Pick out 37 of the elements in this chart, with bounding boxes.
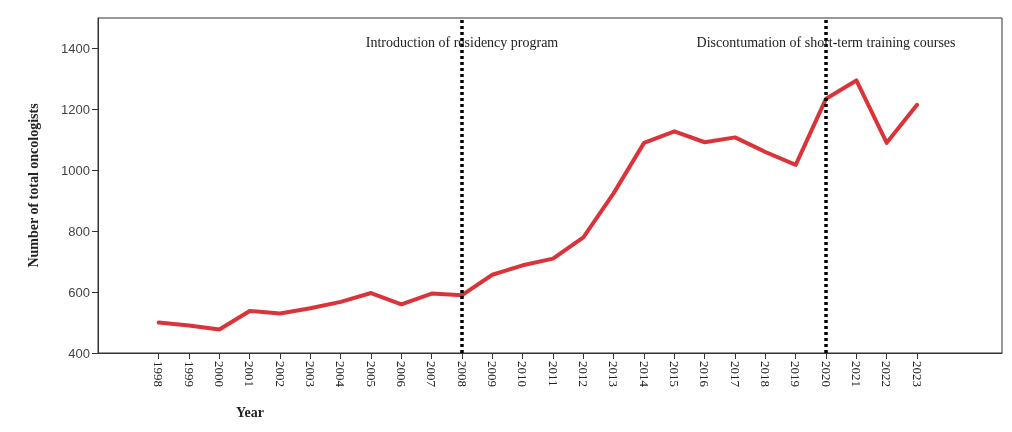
x-tick-label: 1998 xyxy=(151,361,167,387)
x-tick-label: 2002 xyxy=(272,361,288,387)
x-tick-label: 2013 xyxy=(606,361,622,387)
x-tick-label: 2011 xyxy=(545,361,561,387)
x-tick-label: 2015 xyxy=(666,361,682,387)
x-tick-label: 2021 xyxy=(848,361,864,387)
x-tick-label: 2014 xyxy=(636,361,652,388)
x-tick-label: 2004 xyxy=(333,361,349,388)
x-tick-label: 2016 xyxy=(697,361,713,388)
x-tick-label: 2017 xyxy=(727,361,743,388)
x-axis-title: Year xyxy=(236,404,264,420)
x-tick-label: 2019 xyxy=(788,361,804,387)
x-tick-label: 2003 xyxy=(302,361,318,387)
x-tick-label: 2022 xyxy=(879,361,895,387)
x-tick-label: 2005 xyxy=(363,361,379,387)
y-tick-label: 400 xyxy=(68,345,90,361)
y-axis-title: Number of total oncologists xyxy=(25,102,41,268)
y-tick-label: 1400 xyxy=(61,40,90,56)
x-tick-label: 2012 xyxy=(575,361,591,387)
x-tick-label: 2018 xyxy=(757,361,773,387)
x-tick-label: 2010 xyxy=(515,361,531,387)
ref-line-label: Introduction of residency program xyxy=(365,34,559,50)
x-tick-label: 1999 xyxy=(181,361,197,387)
x-tick-label: 2000 xyxy=(211,361,227,387)
x-tick-label: 2008 xyxy=(454,361,470,387)
y-tick-label: 1200 xyxy=(61,101,90,117)
line-series xyxy=(156,78,920,332)
x-tick-label: 2007 xyxy=(424,361,440,388)
x-tick-label: 2009 xyxy=(484,361,500,387)
x-tick-label: 2006 xyxy=(393,361,409,388)
x-tick-label: 2023 xyxy=(909,361,925,387)
y-tick-label: 1000 xyxy=(61,162,90,178)
y-tick-label: 600 xyxy=(68,284,90,300)
y-tick-label: 800 xyxy=(68,223,90,239)
ref-line-label: Discontumation of short-term training courses xyxy=(696,34,956,50)
x-tick-label: 2001 xyxy=(242,361,258,387)
x-tick-label: 2020 xyxy=(818,361,834,387)
